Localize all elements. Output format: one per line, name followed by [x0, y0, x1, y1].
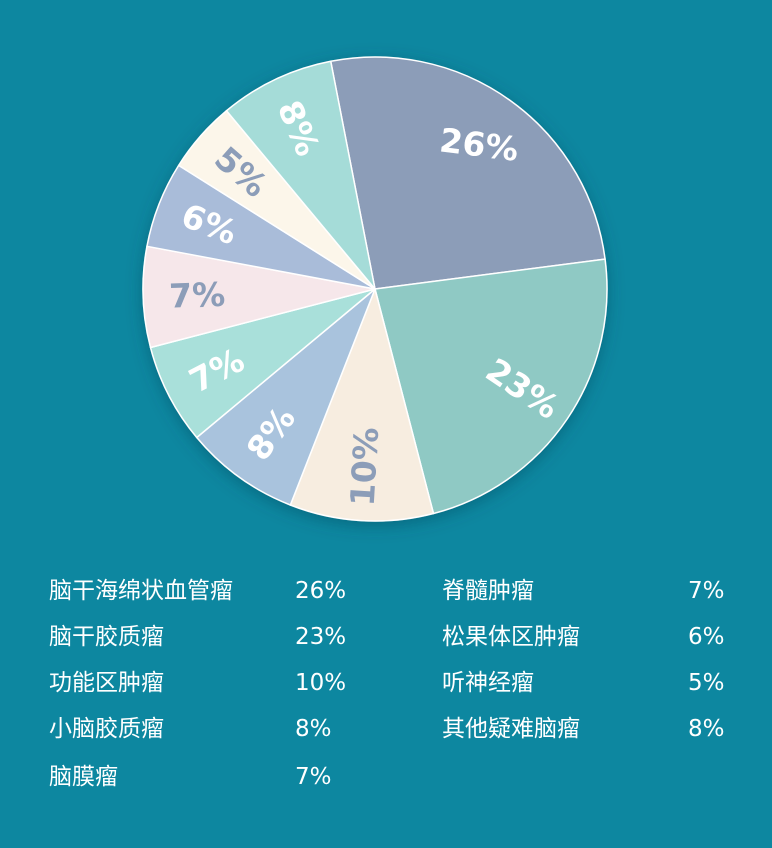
legend-label: 其他疑难脑瘤 — [442, 716, 580, 742]
legend-label: 松果体区肿瘤 — [442, 624, 580, 650]
pie-chart: 26% 23% 10% 8% 7% 7% 6% 5% 8% — [142, 56, 608, 522]
legend-value: 5% — [688, 670, 725, 696]
legend-label: 听神经瘤 — [442, 670, 534, 696]
legend-value: 26% — [295, 578, 347, 604]
pie-slice-2 — [374, 258, 608, 515]
pie-chart-svg: 26%23%10%8%7%7%6%5%8% — [142, 56, 608, 522]
legend-label: 脊髓肿瘤 — [442, 578, 534, 604]
legend-label: 脑干胶质瘤 — [49, 624, 164, 650]
legend-value: 10% — [295, 670, 347, 696]
pie-slices — [142, 56, 608, 522]
legend-value: 23% — [295, 624, 347, 650]
legend-label: 功能区肿瘤 — [49, 670, 164, 696]
pie-slice-9 — [225, 60, 376, 290]
legend-label: 脑膜瘤 — [49, 764, 118, 790]
pie-slice-5 — [149, 288, 376, 439]
legend-label: 小脑胶质瘤 — [49, 716, 164, 742]
legend-value: 6% — [688, 624, 725, 650]
pie-slice-3 — [289, 288, 435, 522]
pie-slice-6 — [142, 245, 376, 349]
legend-value: 8% — [295, 716, 332, 742]
pie-slice-4 — [196, 288, 376, 506]
pie-slice-1 — [329, 56, 606, 290]
legend-value: 7% — [688, 578, 725, 604]
legend-value: 8% — [688, 716, 725, 742]
legend-label: 脑干海绵状血管瘤 — [49, 578, 233, 604]
legend-value: 7% — [295, 764, 332, 790]
pie-slice-label-6: 7% — [168, 275, 225, 316]
pie-slice-label-3: 10% — [343, 426, 387, 507]
